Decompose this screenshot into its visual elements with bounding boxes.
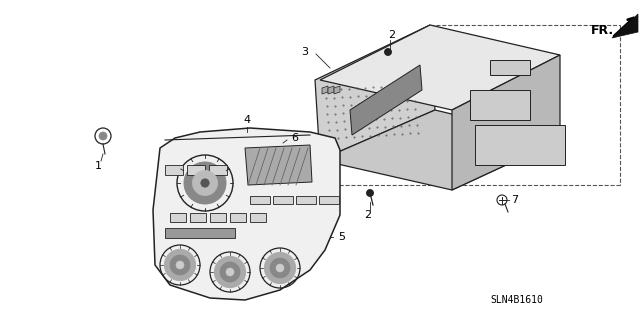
Polygon shape — [165, 165, 183, 175]
Polygon shape — [250, 213, 266, 222]
Polygon shape — [245, 145, 312, 185]
Text: 1: 1 — [95, 161, 102, 171]
Polygon shape — [209, 165, 227, 175]
Circle shape — [226, 268, 234, 276]
Polygon shape — [187, 165, 205, 175]
Text: 5: 5 — [339, 232, 346, 242]
Text: 2: 2 — [388, 30, 396, 40]
Polygon shape — [315, 25, 435, 160]
Circle shape — [214, 256, 246, 288]
Polygon shape — [350, 65, 422, 135]
Polygon shape — [334, 86, 340, 94]
Text: SLN4B1610: SLN4B1610 — [490, 295, 543, 305]
Polygon shape — [190, 213, 206, 222]
Text: FR.: FR. — [591, 24, 614, 36]
Circle shape — [99, 132, 107, 140]
Polygon shape — [328, 86, 334, 94]
Text: 7: 7 — [511, 195, 518, 205]
Polygon shape — [210, 213, 226, 222]
Polygon shape — [165, 228, 235, 238]
Circle shape — [385, 48, 392, 56]
Circle shape — [170, 255, 190, 275]
Polygon shape — [230, 213, 246, 222]
Polygon shape — [320, 110, 560, 190]
Circle shape — [270, 258, 290, 278]
Polygon shape — [470, 90, 530, 120]
Polygon shape — [452, 55, 560, 190]
Circle shape — [176, 261, 184, 269]
Circle shape — [164, 249, 196, 281]
Polygon shape — [296, 196, 316, 204]
Circle shape — [184, 162, 226, 204]
Polygon shape — [322, 86, 328, 94]
Circle shape — [276, 264, 284, 272]
Polygon shape — [170, 213, 186, 222]
Polygon shape — [250, 196, 270, 204]
Polygon shape — [153, 128, 340, 300]
Circle shape — [193, 170, 218, 196]
Circle shape — [367, 189, 374, 197]
Polygon shape — [612, 14, 638, 38]
Circle shape — [264, 252, 296, 284]
Circle shape — [201, 179, 209, 187]
Polygon shape — [320, 25, 560, 110]
Polygon shape — [490, 60, 530, 75]
Text: 4: 4 — [243, 115, 251, 125]
Polygon shape — [273, 196, 293, 204]
Text: 3: 3 — [301, 47, 308, 57]
Text: 6: 6 — [291, 133, 298, 143]
Circle shape — [220, 262, 240, 282]
Text: 2: 2 — [364, 210, 372, 220]
Polygon shape — [319, 196, 339, 204]
Polygon shape — [475, 125, 565, 165]
